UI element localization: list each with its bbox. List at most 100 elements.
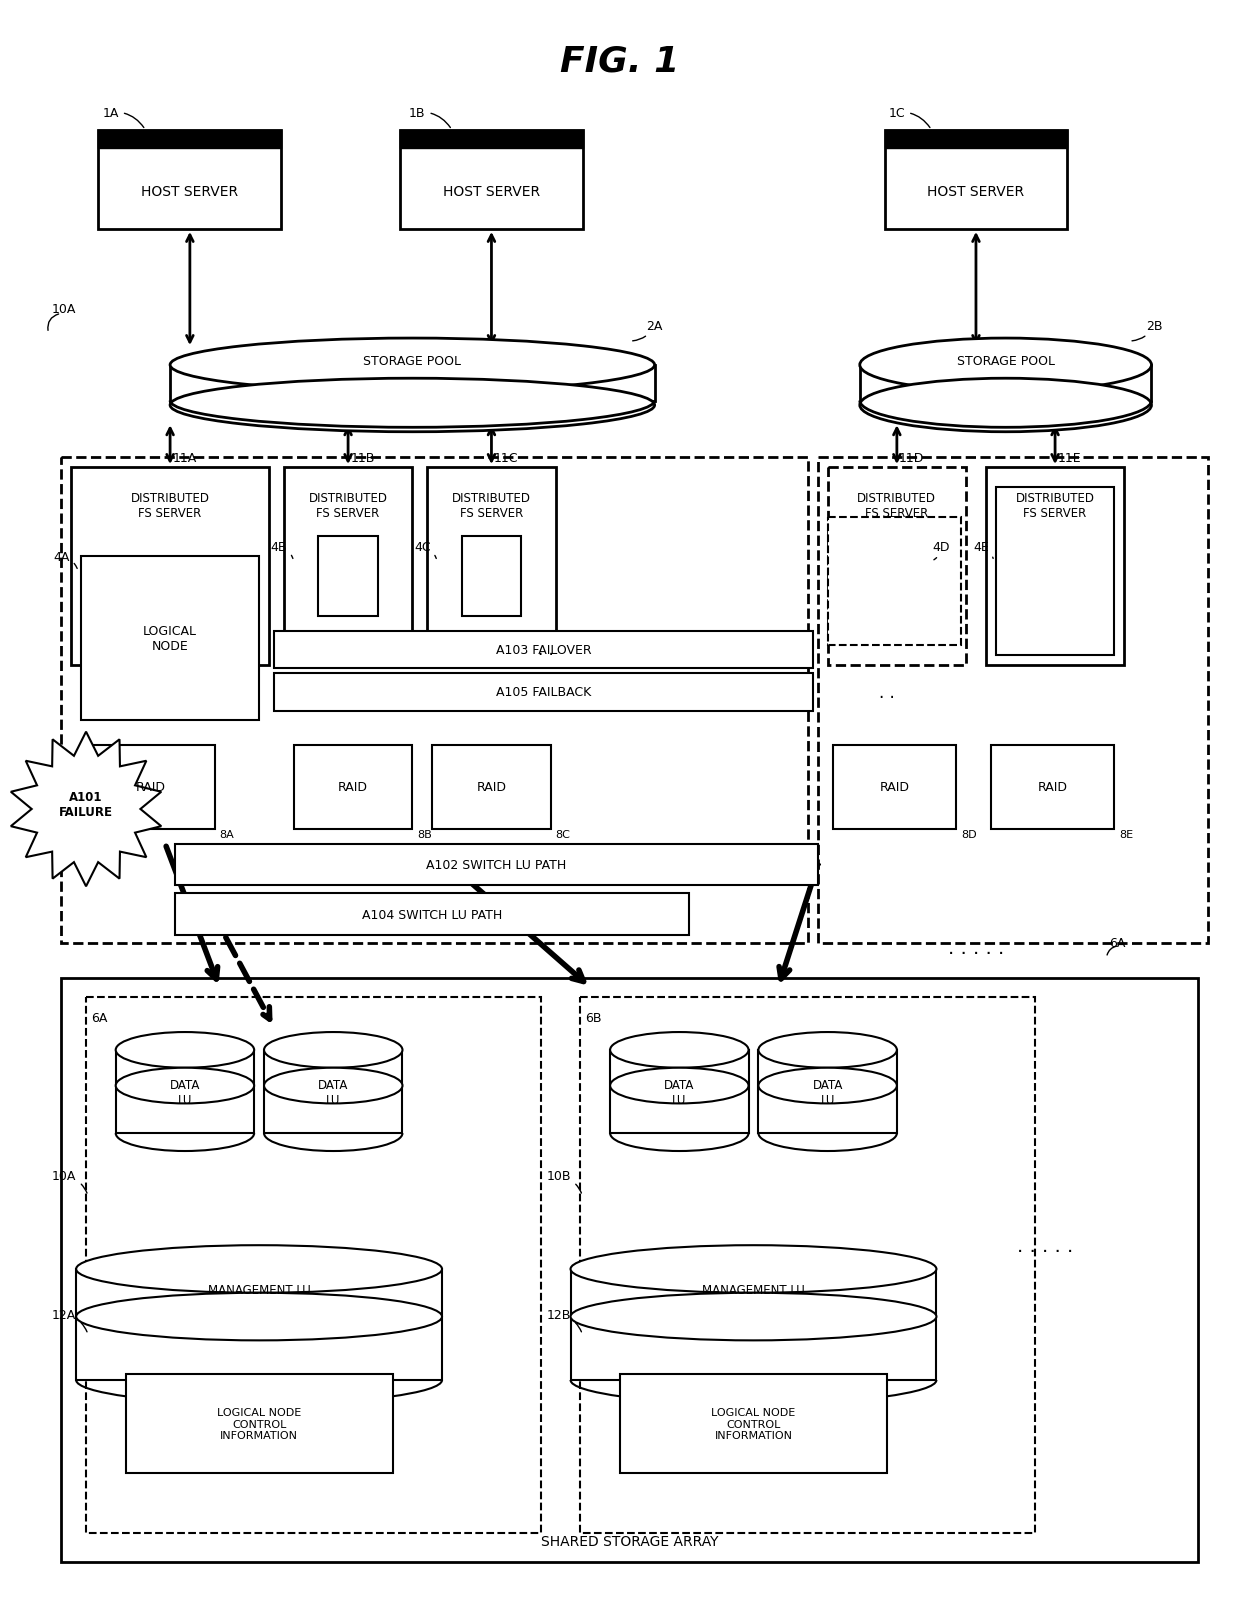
Text: 10A: 10A [52, 1170, 87, 1193]
Bar [432, 746, 551, 830]
Bar [86, 746, 215, 830]
Bar [71, 468, 269, 667]
Bar [274, 631, 812, 668]
Text: DATA
LU: DATA LU [319, 1078, 348, 1106]
Text: FIG. 1: FIG. 1 [560, 45, 680, 79]
Bar [294, 746, 413, 830]
Bar [401, 131, 583, 148]
Ellipse shape [115, 1068, 254, 1104]
Ellipse shape [170, 339, 655, 392]
Text: MANAGEMENT LU: MANAGEMENT LU [208, 1283, 310, 1296]
Text: DATA
LU: DATA LU [170, 1078, 200, 1106]
Bar [319, 537, 378, 617]
Text: A103 FAILOVER: A103 FAILOVER [496, 644, 591, 657]
Text: LOGICAL NODE
CONTROL
INFORMATION: LOGICAL NODE CONTROL INFORMATION [712, 1407, 796, 1440]
Text: 8C: 8C [556, 830, 570, 839]
Ellipse shape [170, 379, 655, 433]
Text: DISTRIBUTED
FS SERVER: DISTRIBUTED FS SERVER [130, 491, 210, 520]
Bar [620, 1374, 887, 1474]
Text: 8E: 8E [1120, 830, 1133, 839]
Text: 6B: 6B [585, 1010, 601, 1023]
Bar [81, 557, 259, 720]
Text: 1B: 1B [409, 107, 450, 129]
Ellipse shape [759, 1068, 897, 1104]
Ellipse shape [76, 1293, 441, 1341]
Bar [859, 366, 1152, 402]
Text: MANAGEMENT LU: MANAGEMENT LU [702, 1283, 805, 1296]
Bar [991, 746, 1115, 830]
Ellipse shape [570, 1246, 936, 1293]
Text: 11C: 11C [494, 452, 518, 465]
Text: DISTRIBUTED
FS SERVER: DISTRIBUTED FS SERVER [1016, 491, 1095, 520]
Text: A104 SWITCH LU PATH: A104 SWITCH LU PATH [362, 909, 502, 922]
Text: HOST SERVER: HOST SERVER [928, 186, 1024, 199]
Text: LOGICAL NODE
CONTROL
INFORMATION: LOGICAL NODE CONTROL INFORMATION [217, 1407, 301, 1440]
Ellipse shape [759, 1033, 897, 1068]
Ellipse shape [570, 1293, 936, 1341]
Text: HOST SERVER: HOST SERVER [141, 186, 238, 199]
Bar [175, 894, 689, 935]
Text: 12A: 12A [52, 1309, 87, 1332]
Bar [264, 1051, 403, 1133]
Bar [86, 997, 541, 1533]
Bar [401, 131, 583, 229]
Text: 2A: 2A [632, 320, 663, 342]
Bar [76, 1269, 441, 1380]
Bar [996, 487, 1115, 655]
Ellipse shape [610, 1033, 749, 1068]
Text: 12B: 12B [547, 1309, 582, 1332]
Ellipse shape [115, 1033, 254, 1068]
Bar [428, 468, 556, 667]
Text: DATA
LU: DATA LU [665, 1078, 694, 1106]
Bar [884, 131, 1068, 148]
Bar [580, 997, 1035, 1533]
Bar [461, 537, 521, 617]
Text: 1C: 1C [889, 107, 930, 129]
Bar [884, 131, 1068, 229]
Bar [170, 366, 655, 402]
Text: 4C: 4C [414, 541, 436, 558]
Text: STORAGE POOL: STORAGE POOL [956, 355, 1055, 368]
Text: 4D: 4D [932, 541, 950, 560]
Text: . .: . . [538, 641, 554, 659]
Bar [125, 1374, 393, 1474]
Text: A105 FAILBACK: A105 FAILBACK [496, 686, 591, 699]
Text: SHARED STORAGE ARRAY: SHARED STORAGE ARRAY [541, 1533, 719, 1548]
Bar [817, 458, 1208, 943]
Text: . .: . . [879, 684, 895, 702]
Text: 6A: 6A [91, 1010, 108, 1023]
Ellipse shape [610, 1068, 749, 1104]
Bar [115, 1051, 254, 1133]
Bar [827, 468, 966, 667]
Ellipse shape [76, 1246, 441, 1293]
Bar [284, 468, 413, 667]
Text: DISTRIBUTED
FS SERVER: DISTRIBUTED FS SERVER [451, 491, 531, 520]
Text: 10B: 10B [547, 1170, 582, 1193]
Text: RAID: RAID [1038, 781, 1068, 794]
Text: 11E: 11E [1058, 452, 1081, 465]
Text: 2B: 2B [1132, 320, 1162, 342]
Bar [61, 978, 1198, 1562]
Text: 11B: 11B [351, 452, 374, 465]
Text: 8A: 8A [219, 830, 234, 839]
Bar [98, 131, 281, 229]
Text: DISTRIBUTED
FS SERVER: DISTRIBUTED FS SERVER [857, 491, 936, 520]
Bar [759, 1051, 897, 1133]
Bar [827, 516, 961, 646]
Text: . . . . .: . . . . . [1017, 1236, 1074, 1256]
Text: RAID: RAID [135, 781, 165, 794]
Bar [98, 131, 281, 148]
Text: 10A: 10A [51, 303, 76, 316]
Bar [274, 673, 812, 712]
Polygon shape [11, 733, 161, 886]
Text: RAID: RAID [339, 781, 368, 794]
Text: A102 SWITCH LU PATH: A102 SWITCH LU PATH [427, 859, 567, 872]
Bar [832, 746, 956, 830]
Text: 8D: 8D [961, 830, 977, 839]
Text: 8B: 8B [418, 830, 432, 839]
Text: 4A: 4A [53, 550, 77, 570]
Bar [61, 458, 808, 943]
Text: RAID: RAID [476, 781, 506, 794]
Bar [175, 844, 817, 886]
Text: DATA
LU: DATA LU [812, 1078, 843, 1106]
